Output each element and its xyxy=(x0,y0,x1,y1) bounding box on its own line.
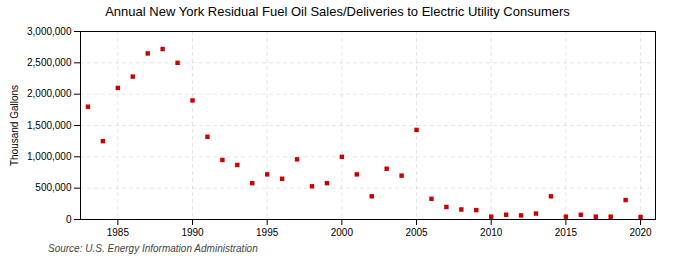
svg-text:500,000: 500,000 xyxy=(35,182,72,193)
svg-text:2,000,000: 2,000,000 xyxy=(27,88,72,99)
svg-text:2020: 2020 xyxy=(629,227,652,238)
svg-text:2,500,000: 2,500,000 xyxy=(27,57,72,68)
svg-text:Thousand Gallons: Thousand Gallons xyxy=(9,85,20,166)
html-text:Annual New York Residual Fuel: Annual New York Residual Fuel Oil Sales/… xyxy=(105,4,570,19)
svg-text:0: 0 xyxy=(66,214,72,225)
svg-text:1,000,000: 1,000,000 xyxy=(27,151,72,162)
svg-text:2015: 2015 xyxy=(555,227,578,238)
svg-text:1,500,000: 1,500,000 xyxy=(27,120,72,131)
svg-text:2005: 2005 xyxy=(405,227,428,238)
svg-text:1985: 1985 xyxy=(107,227,130,238)
svg-text:1995: 1995 xyxy=(256,227,279,238)
svg-text:3,000,000: 3,000,000 xyxy=(27,26,72,37)
svg-text:2000: 2000 xyxy=(331,227,354,238)
svg-text:2010: 2010 xyxy=(480,227,503,238)
html-text:Source: U.S. Energy Informatio: Source: U.S. Energy Information Administ… xyxy=(48,243,258,254)
svg-text:1990: 1990 xyxy=(181,227,204,238)
